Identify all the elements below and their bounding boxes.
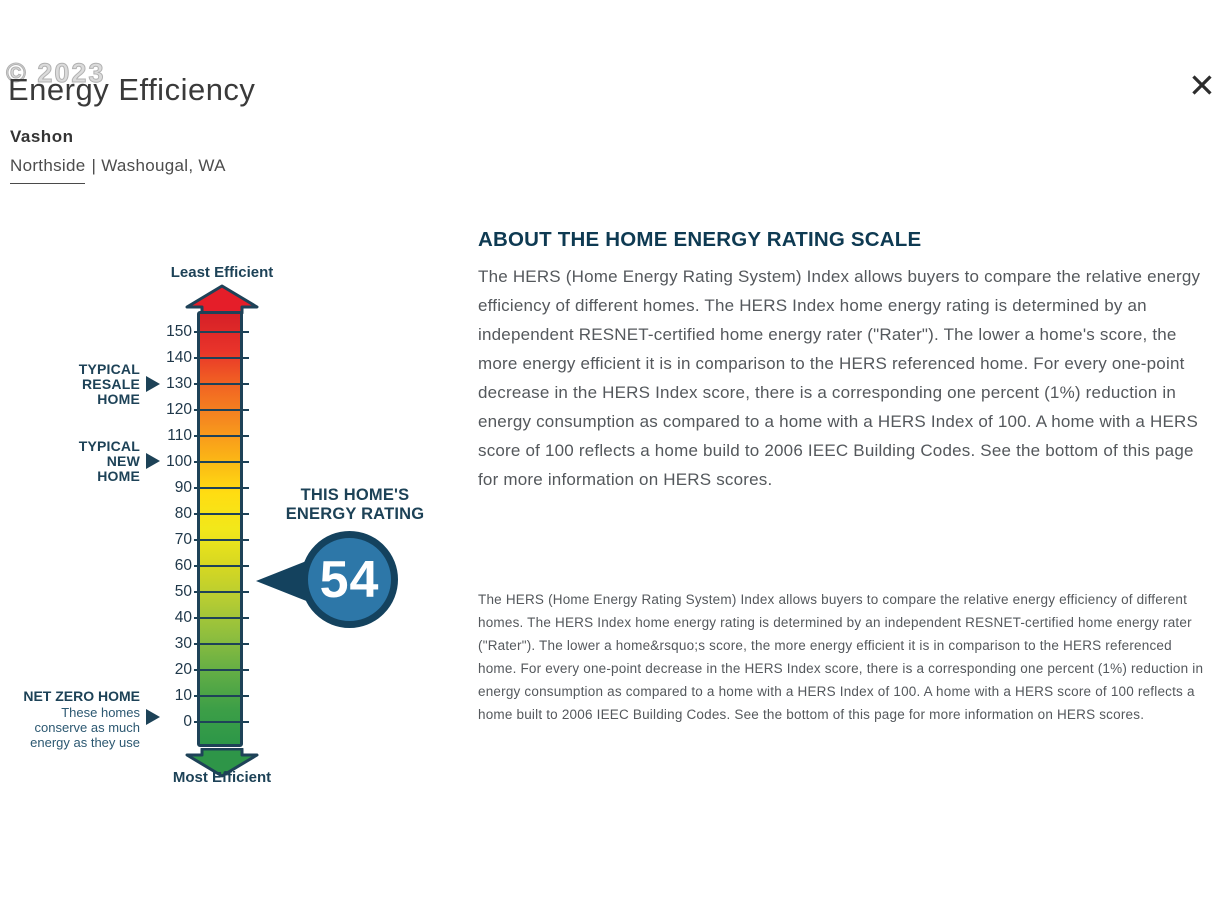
- down-arrow-icon: [185, 748, 259, 778]
- tick-label: 30: [174, 635, 192, 652]
- callout-line: ENERGY RATING: [285, 505, 425, 523]
- tick-label: 40: [174, 609, 192, 626]
- tick-label: 80: [174, 505, 192, 522]
- tick-label: 60: [174, 557, 192, 574]
- tick-line: [194, 616, 249, 620]
- net-zero-desc-line: energy as they use: [30, 735, 140, 750]
- tick-line: [194, 356, 249, 360]
- marker-line: HOME: [97, 468, 140, 484]
- location-line: Northside | Washougal, WA: [10, 156, 226, 184]
- tick-label: 70: [174, 531, 192, 548]
- tick-line: [194, 642, 249, 646]
- tick-line: [194, 460, 249, 464]
- tick-line: [194, 668, 249, 672]
- marker-line: TYPICAL: [78, 438, 140, 454]
- net-zero-arrow-icon: [146, 709, 160, 725]
- net-zero-home-label: NET ZERO HOME: [23, 688, 140, 704]
- marker-line: NEW: [106, 453, 140, 469]
- tick-label: 100: [166, 453, 192, 470]
- tick-label: 120: [166, 401, 192, 418]
- tick-label: 150: [166, 323, 192, 340]
- tick-line: [194, 382, 249, 386]
- tick-label: 90: [174, 479, 192, 496]
- tick-line: [194, 538, 249, 542]
- hers-scale-bar: [197, 311, 243, 747]
- tick-label: 0: [183, 713, 192, 730]
- new-home-arrow-icon: [146, 453, 160, 469]
- about-heading: ABOUT THE HOME ENERGY RATING SCALE: [478, 228, 922, 251]
- tick-line: [194, 564, 249, 568]
- tick-label: 140: [166, 349, 192, 366]
- copyright-watermark: © 2023: [5, 58, 106, 89]
- page-title: Energy Efficiency: [8, 72, 256, 107]
- tick-line: [194, 408, 249, 412]
- rating-pointer-icon: [256, 558, 314, 604]
- tick-line: [194, 330, 249, 334]
- tick-line: [194, 512, 249, 516]
- tick-label: 10: [174, 687, 192, 704]
- tick-label: 130: [166, 375, 192, 392]
- tick-line: [194, 486, 249, 490]
- fine-print-paragraph: The HERS (Home Energy Rating System) Ind…: [478, 592, 1204, 723]
- net-zero-desc: These homes conserve as much energy as t…: [10, 705, 140, 750]
- most-efficient-label: Most Efficient: [172, 769, 272, 786]
- callout-line: THIS HOME'S: [300, 486, 410, 504]
- tick-label: 20: [174, 661, 192, 678]
- net-zero-desc-line: These homes: [61, 705, 140, 720]
- about-paragraph: The HERS (Home Energy Rating System) Ind…: [478, 267, 1201, 490]
- net-zero-desc-line: conserve as much: [34, 720, 141, 735]
- up-arrow-icon: [185, 284, 259, 314]
- typical-new-home-label: TYPICAL NEW HOME: [28, 439, 140, 484]
- marker-line: HOME: [97, 391, 140, 407]
- marker-line: TYPICAL: [78, 361, 140, 377]
- tick-line: [194, 720, 249, 724]
- close-icon[interactable]: ✕: [1182, 66, 1222, 106]
- tick-line: [194, 434, 249, 438]
- rating-badge: 54: [301, 531, 398, 628]
- tick-label: 50: [174, 583, 192, 600]
- typical-resale-home-label: TYPICAL RESALE HOME: [28, 362, 140, 407]
- least-efficient-label: Least Efficient: [170, 264, 274, 281]
- community-name: Vashon: [10, 127, 74, 146]
- tick-label: 110: [167, 427, 192, 444]
- rating-value: 54: [319, 550, 380, 609]
- location-link[interactable]: Northside: [10, 156, 86, 184]
- tick-line: [194, 694, 249, 698]
- location-rest: | Washougal, WA: [91, 156, 226, 175]
- marker-line: RESALE: [82, 376, 140, 392]
- tick-line: [194, 590, 249, 594]
- this-home-rating-label: THIS HOME'S ENERGY RATING: [275, 486, 435, 524]
- resale-arrow-icon: [146, 376, 160, 392]
